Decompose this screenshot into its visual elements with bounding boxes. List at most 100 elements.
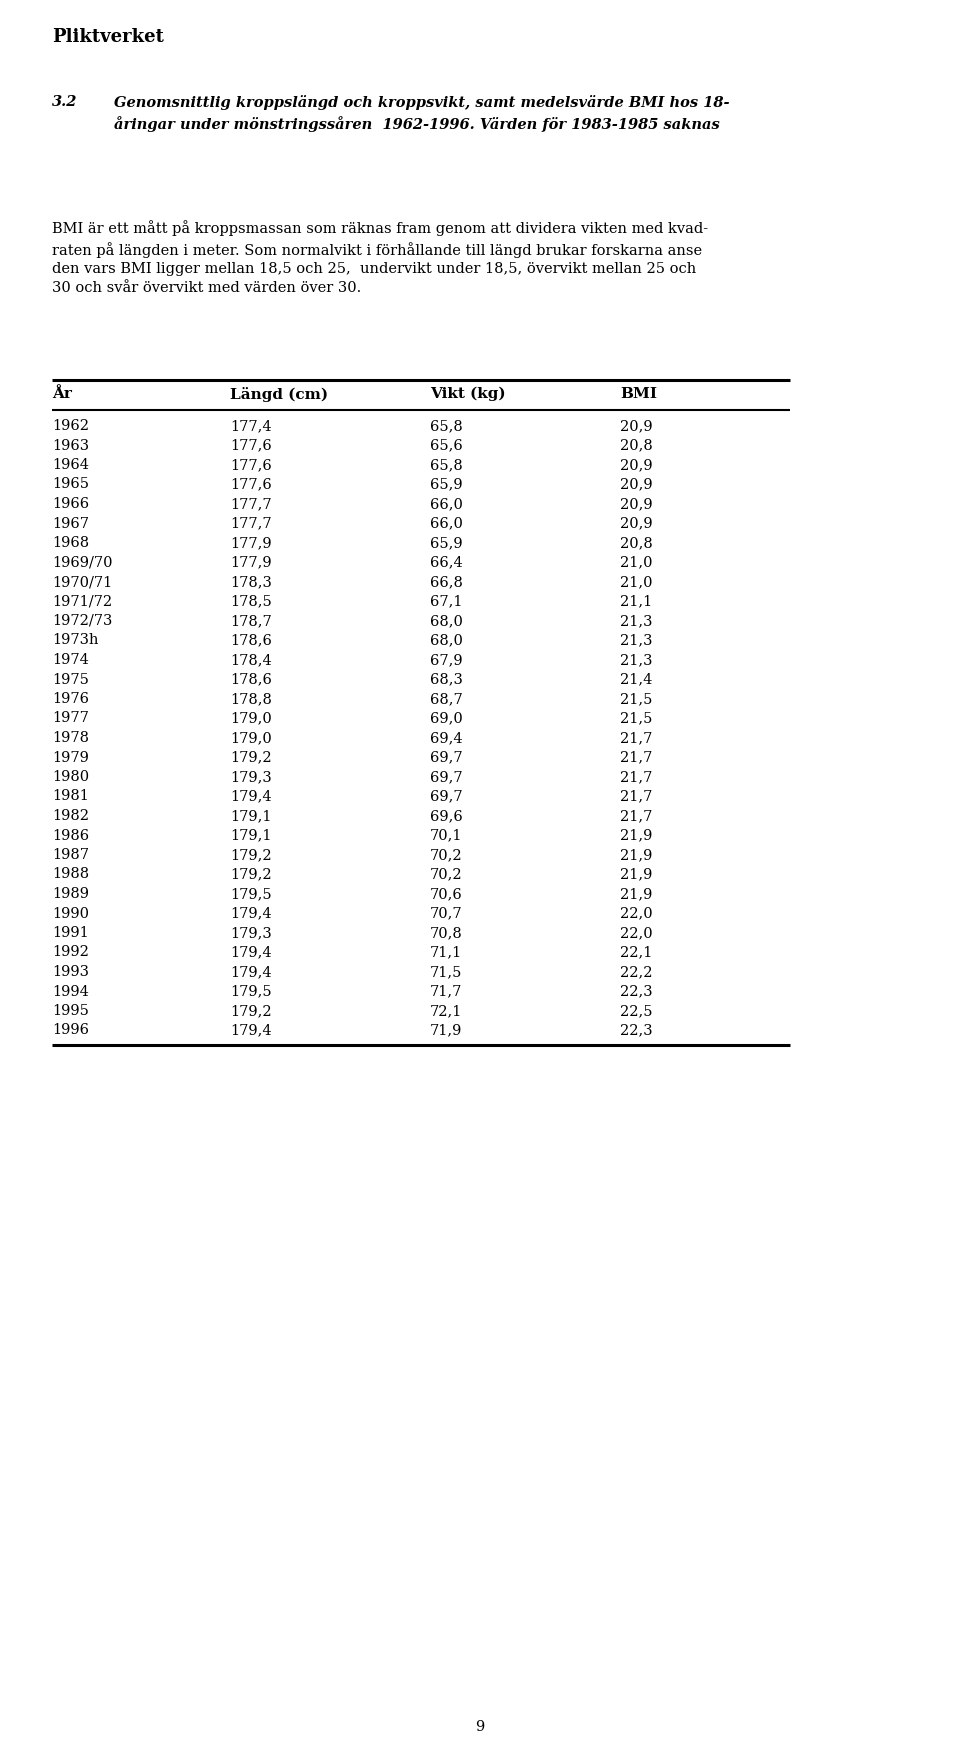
Text: 1971/72: 1971/72 [52,594,112,608]
Text: 1969/70: 1969/70 [52,555,112,569]
Text: BMI är ett mått på kroppsmassan som räknas fram genom att dividera vikten med kv: BMI är ett mått på kroppsmassan som räkn… [52,220,708,295]
Text: 179,1: 179,1 [230,828,272,842]
Text: 67,1: 67,1 [430,594,463,608]
Text: 177,6: 177,6 [230,437,272,452]
Text: 68,3: 68,3 [430,673,463,687]
Text: 70,2: 70,2 [430,847,463,861]
Text: 66,0: 66,0 [430,497,463,511]
Text: 69,6: 69,6 [430,808,463,822]
Text: BMI: BMI [620,387,657,401]
Text: 179,0: 179,0 [230,731,272,745]
Text: Genomsnittlig kroppslängd och kroppsvikt, samt medelsvärde BMI hos 18-
åringar u: Genomsnittlig kroppslängd och kroppsvikt… [114,95,730,132]
Text: 20,9: 20,9 [620,517,653,531]
Text: 1966: 1966 [52,497,89,511]
Text: 1993: 1993 [52,965,89,979]
Text: 70,8: 70,8 [430,926,463,940]
Text: 1988: 1988 [52,866,89,880]
Text: 22,3: 22,3 [620,1023,653,1037]
Text: 1977: 1977 [52,712,89,726]
Text: 71,1: 71,1 [430,945,463,959]
Text: 179,4: 179,4 [230,945,272,959]
Text: 70,1: 70,1 [430,828,463,842]
Text: 65,6: 65,6 [430,437,463,452]
Text: År: År [52,387,72,401]
Text: 179,4: 179,4 [230,965,272,979]
Text: 22,0: 22,0 [620,907,653,921]
Text: 179,2: 179,2 [230,750,272,764]
Text: 1995: 1995 [52,1003,89,1017]
Text: 3.2: 3.2 [52,95,78,109]
Text: 1989: 1989 [52,887,89,901]
Text: 21,0: 21,0 [620,575,653,589]
Text: 70,2: 70,2 [430,866,463,880]
Text: 21,9: 21,9 [620,887,653,901]
Text: 21,1: 21,1 [620,594,652,608]
Text: 21,3: 21,3 [620,613,653,627]
Text: 66,4: 66,4 [430,555,463,569]
Text: 1976: 1976 [52,692,89,706]
Text: 69,7: 69,7 [430,789,463,803]
Text: 179,4: 179,4 [230,907,272,921]
Text: 20,9: 20,9 [620,478,653,492]
Text: 178,6: 178,6 [230,633,272,647]
Text: 179,3: 179,3 [230,926,272,940]
Text: 177,9: 177,9 [230,536,272,550]
Text: 69,4: 69,4 [430,731,463,745]
Text: 21,0: 21,0 [620,555,653,569]
Text: 1991: 1991 [52,926,88,940]
Text: 21,7: 21,7 [620,750,653,764]
Text: 66,0: 66,0 [430,517,463,531]
Text: 178,7: 178,7 [230,613,272,627]
Text: 177,9: 177,9 [230,555,272,569]
Text: 1992: 1992 [52,945,89,959]
Text: 1979: 1979 [52,750,89,764]
Text: 179,3: 179,3 [230,770,272,784]
Text: 179,1: 179,1 [230,808,272,822]
Text: 177,7: 177,7 [230,497,272,511]
Text: 69,7: 69,7 [430,750,463,764]
Text: 21,3: 21,3 [620,652,653,666]
Text: 21,9: 21,9 [620,847,653,861]
Text: 65,9: 65,9 [430,536,463,550]
Text: 68,0: 68,0 [430,633,463,647]
Text: 177,7: 177,7 [230,517,272,531]
Text: 69,7: 69,7 [430,770,463,784]
Text: 70,6: 70,6 [430,887,463,901]
Text: 179,5: 179,5 [230,984,272,998]
Text: 21,7: 21,7 [620,731,653,745]
Text: 179,5: 179,5 [230,887,272,901]
Text: Vikt (kg): Vikt (kg) [430,387,506,401]
Text: 21,7: 21,7 [620,808,653,822]
Text: 1996: 1996 [52,1023,89,1037]
Text: 20,9: 20,9 [620,459,653,471]
Text: 178,3: 178,3 [230,575,272,589]
Text: 1973h: 1973h [52,633,99,647]
Text: 22,2: 22,2 [620,965,653,979]
Text: 20,8: 20,8 [620,536,653,550]
Text: 177,6: 177,6 [230,459,272,471]
Text: 1964: 1964 [52,459,89,471]
Text: 67,9: 67,9 [430,652,463,666]
Text: 22,1: 22,1 [620,945,653,959]
Text: 21,5: 21,5 [620,712,653,726]
Text: 178,5: 178,5 [230,594,272,608]
Text: 70,7: 70,7 [430,907,463,921]
Text: 1970/71: 1970/71 [52,575,112,589]
Text: 1967: 1967 [52,517,89,531]
Text: 21,5: 21,5 [620,692,653,706]
Text: 178,6: 178,6 [230,673,272,687]
Text: 21,7: 21,7 [620,770,653,784]
Text: 1972/73: 1972/73 [52,613,112,627]
Text: 72,1: 72,1 [430,1003,463,1017]
Text: 65,8: 65,8 [430,418,463,432]
Text: 21,9: 21,9 [620,828,653,842]
Text: 1978: 1978 [52,731,89,745]
Text: 178,4: 178,4 [230,652,272,666]
Text: 1987: 1987 [52,847,89,861]
Text: 179,2: 179,2 [230,866,272,880]
Text: 1980: 1980 [52,770,89,784]
Text: 68,7: 68,7 [430,692,463,706]
Text: 179,2: 179,2 [230,847,272,861]
Text: Längd (cm): Längd (cm) [230,387,328,402]
Text: 179,2: 179,2 [230,1003,272,1017]
